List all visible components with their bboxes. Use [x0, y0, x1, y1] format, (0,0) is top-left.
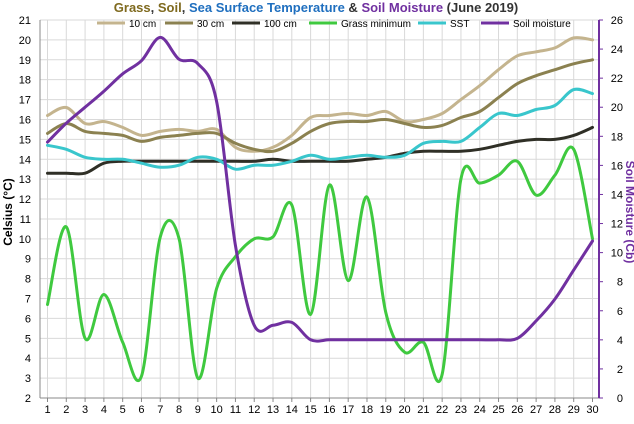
y-tick-label: 9 [25, 254, 31, 266]
title-segment: , [151, 0, 158, 15]
legend-label-10-cm: 10 cm [129, 19, 156, 30]
x-tick-label: 5 [120, 404, 126, 416]
x-tick-label: 23 [455, 404, 467, 416]
series-line-grass-minimum [46, 145, 594, 384]
title-segment: Grass [114, 0, 151, 15]
x-tick-label: 17 [342, 404, 354, 416]
series-line-100-cm [46, 125, 594, 176]
legend-label-soil-moisture: Soil moisture [513, 19, 571, 30]
y-tick-label: 6 [25, 313, 31, 325]
y2-tick-label: 6 [617, 306, 623, 318]
series-line-10-cm [46, 36, 594, 153]
x-tick-label: 24 [474, 404, 486, 416]
chart-title: Grass, Soil, Sea Surface Temperature & S… [114, 0, 518, 15]
y-tick-label: 14 [19, 154, 31, 166]
x-tick-label: 20 [398, 404, 410, 416]
x-tick-label: 16 [323, 404, 335, 416]
x-tick-label: 18 [361, 404, 373, 416]
y2-tick-label: 20 [611, 102, 623, 114]
series-line-sst [46, 87, 594, 171]
x-tick-label: 3 [82, 404, 88, 416]
y2-tick-label: 22 [611, 73, 623, 85]
legend-label-100-cm: 100 cm [264, 19, 297, 30]
y2-tick-label: 4 [617, 335, 623, 347]
x-tick-label: 6 [138, 404, 144, 416]
y-tick-label: 7 [25, 294, 31, 306]
y-tick-label: 5 [25, 333, 31, 345]
x-tick-label: 8 [176, 404, 182, 416]
x-tick-label: 4 [101, 404, 107, 416]
x-tick-label: 15 [304, 404, 316, 416]
y2-tick-label: 12 [611, 219, 623, 231]
title-segment: , [182, 0, 189, 15]
x-tick-label: 12 [248, 404, 260, 416]
x-tick-label: 7 [157, 404, 163, 416]
y-tick-label: 8 [25, 274, 31, 286]
y-tick-label: 12 [19, 194, 31, 206]
y2-tick-label: 16 [611, 160, 623, 172]
legend: 10 cm 30 cm 100 cm Grass minimum SST Soil moi… [97, 19, 571, 30]
x-tick-label: 27 [530, 404, 542, 416]
y-tick-label: 16 [19, 114, 31, 126]
y-tick-label: 17 [19, 95, 31, 107]
x-tick-label: 11 [230, 404, 241, 416]
y-tick-label: 4 [25, 353, 31, 365]
axes: 2345678910111213141516171819202102468101… [19, 15, 623, 416]
x-tick-label: 13 [267, 404, 279, 416]
title-segment: & [345, 0, 362, 15]
x-tick-label: 1 [44, 404, 50, 416]
y-tick-label: 21 [19, 15, 31, 27]
x-tick-label: 14 [286, 404, 298, 416]
x-tick-label: 30 [586, 404, 598, 416]
legend-label-grass-minimum: Grass minimum [341, 19, 411, 30]
y2-axis-title: Soil Moisture (Cb) [623, 161, 634, 264]
x-tick-label: 28 [549, 404, 561, 416]
title-segment: Sea Surface Temperature [189, 0, 345, 15]
x-tick-label: 26 [511, 404, 523, 416]
y2-tick-label: 26 [611, 15, 623, 27]
x-tick-label: 19 [380, 404, 392, 416]
y-tick-label: 19 [19, 55, 31, 67]
y-axis-title: Celsius (°C) [1, 178, 15, 245]
y2-tick-label: 14 [611, 189, 623, 201]
title-segment: Soil Moisture [361, 0, 443, 15]
x-tick-label: 9 [195, 404, 201, 416]
y2-tick-label: 10 [611, 248, 623, 260]
y-tick-label: 13 [19, 174, 31, 186]
y-tick-label: 18 [19, 75, 31, 87]
y2-tick-label: 24 [611, 44, 623, 56]
x-tick-label: 21 [417, 404, 429, 416]
y-tick-label: 20 [19, 35, 31, 47]
y-tick-label: 10 [19, 234, 31, 246]
legend-label-sst: SST [450, 19, 469, 30]
y-tick-label: 11 [20, 214, 31, 226]
y2-tick-label: 8 [617, 277, 623, 289]
x-tick-label: 2 [63, 404, 69, 416]
x-tick-label: 22 [436, 404, 448, 416]
y-tick-label: 2 [25, 393, 31, 405]
x-tick-label: 10 [211, 404, 223, 416]
legend-label-30-cm: 30 cm [197, 19, 224, 30]
x-tick-label: 29 [568, 404, 580, 416]
title-segment: (June 2019) [443, 0, 518, 15]
y-tick-label: 3 [25, 373, 31, 385]
y-tick-label: 15 [19, 134, 31, 146]
x-tick-label: 25 [492, 404, 504, 416]
title-segment: Soil [158, 0, 182, 15]
series-line-30-cm [46, 58, 594, 154]
series-line-soil-moisture [46, 35, 594, 343]
y2-tick-label: 2 [617, 364, 623, 376]
y2-tick-label: 0 [617, 393, 623, 405]
series-lines [46, 35, 594, 384]
y2-tick-label: 18 [611, 131, 623, 143]
